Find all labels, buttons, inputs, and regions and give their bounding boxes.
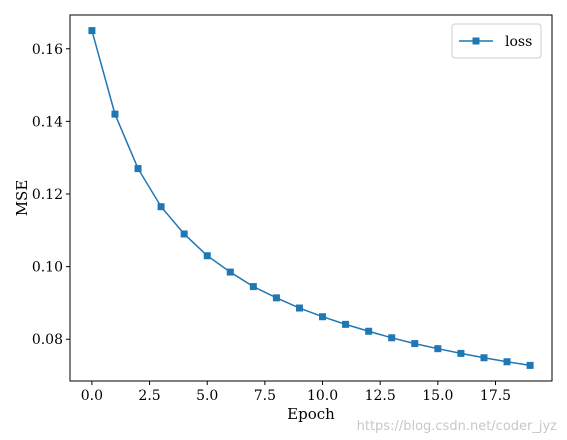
x-tick-label: 5.0 xyxy=(196,388,218,404)
x-tick-label: 2.5 xyxy=(138,388,160,404)
x-tick-label: 15.0 xyxy=(422,388,453,404)
y-axis-ticks: 0.08 0.10 0.12 0.14 0.16 xyxy=(32,42,70,348)
data-point-marker xyxy=(249,283,257,291)
data-point-marker xyxy=(180,230,188,238)
y-tick-label: 0.10 xyxy=(32,260,63,276)
data-point-marker xyxy=(457,349,465,357)
legend-label-loss: loss xyxy=(505,34,532,50)
data-point-marker xyxy=(272,294,280,302)
watermark-text: https://blog.csdn.net/coder_jyz xyxy=(357,419,558,434)
data-point-marker xyxy=(411,340,419,348)
legend: loss xyxy=(451,23,542,59)
legend-box xyxy=(451,23,542,59)
x-axis-label: Epoch xyxy=(287,405,335,423)
series-line-loss xyxy=(91,30,531,367)
axes-frame xyxy=(69,14,553,382)
data-point-marker xyxy=(157,203,165,211)
x-axis-ticks: 0.0 2.5 5.0 7.5 10.0 12.5 15.0 17.5 xyxy=(81,381,511,404)
data-point-marker xyxy=(526,361,534,369)
data-point-marker xyxy=(111,110,119,118)
data-point-marker xyxy=(295,304,303,312)
data-point-marker xyxy=(203,252,211,260)
data-point-marker xyxy=(134,165,142,173)
data-point-marker xyxy=(226,268,234,276)
y-axis-label: MSE xyxy=(13,180,31,217)
x-tick-label: 7.5 xyxy=(254,388,276,404)
y-tick-label: 0.14 xyxy=(32,114,63,130)
x-tick-label: 0.0 xyxy=(81,388,103,404)
data-point-marker xyxy=(503,358,511,366)
y-tick-label: 0.12 xyxy=(32,187,63,203)
data-point-marker xyxy=(434,345,442,353)
data-point-marker xyxy=(88,27,96,35)
legend-marker-icon xyxy=(472,37,480,45)
data-point-marker xyxy=(319,313,327,321)
data-point-marker xyxy=(388,334,396,342)
plot-area xyxy=(88,27,534,369)
y-tick-label: 0.08 xyxy=(32,332,63,348)
data-point-marker xyxy=(342,320,350,328)
x-tick-label: 17.5 xyxy=(480,388,511,404)
x-tick-label: 10.0 xyxy=(307,388,338,404)
data-point-marker xyxy=(365,327,373,335)
y-tick-label: 0.16 xyxy=(32,42,63,58)
x-tick-label: 12.5 xyxy=(365,388,396,404)
data-point-marker xyxy=(480,354,488,362)
